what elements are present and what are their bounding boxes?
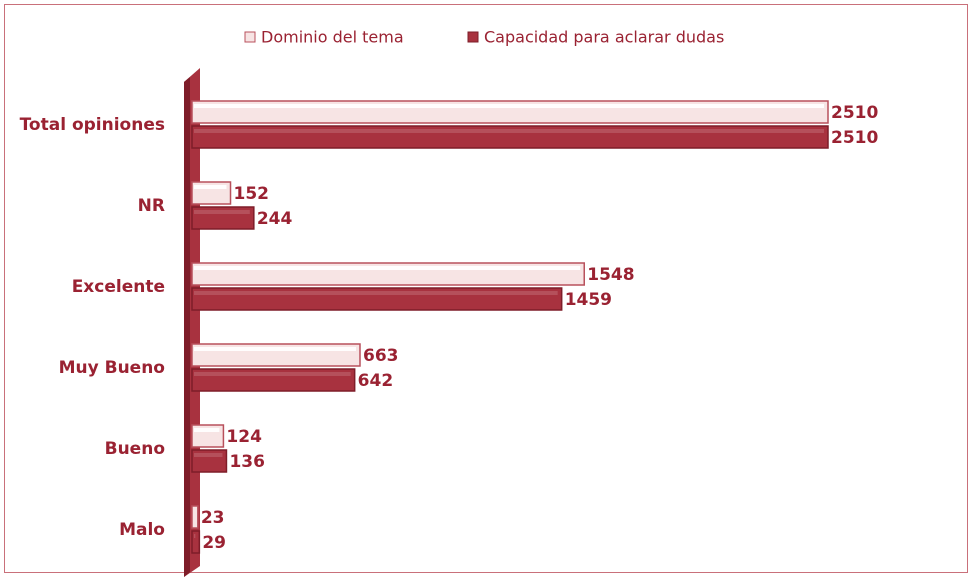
bar-highlight <box>194 129 824 133</box>
legend-label: Capacidad para aclarar dudas <box>484 28 724 47</box>
bar-highlight <box>194 185 227 189</box>
value-label: 663 <box>363 346 399 366</box>
legend-label: Dominio del tema <box>261 28 404 47</box>
legend-swatch <box>244 31 256 43</box>
bar-highlight <box>194 372 351 376</box>
bar <box>191 206 255 230</box>
value-label: 1459 <box>565 290 612 310</box>
bar <box>191 368 356 392</box>
bar <box>191 530 201 554</box>
value-label: 244 <box>257 209 293 229</box>
value-label: 152 <box>234 184 270 204</box>
bar-highlight <box>194 291 558 295</box>
bar <box>191 287 563 311</box>
value-label: 1548 <box>587 265 634 285</box>
category-label: Malo <box>119 520 165 540</box>
bar <box>191 449 228 473</box>
value-label: 2510 <box>831 128 878 148</box>
bar <box>191 125 829 149</box>
value-label: 136 <box>229 452 265 472</box>
bar-highlight <box>194 104 824 108</box>
value-label: 642 <box>358 371 394 391</box>
value-label: 23 <box>201 508 225 528</box>
bar <box>191 505 199 529</box>
bar-highlight <box>194 347 356 351</box>
bar-highlight <box>194 428 220 432</box>
bar-highlight <box>194 210 250 214</box>
value-label: 124 <box>226 427 262 447</box>
category-label: Bueno <box>105 439 165 459</box>
bar-highlight <box>194 266 581 270</box>
category-label: Muy Bueno <box>59 358 165 378</box>
category-label: Total opiniones <box>20 115 165 135</box>
bar-highlight <box>194 534 196 538</box>
value-label: 2510 <box>831 103 878 123</box>
bar-highlight <box>194 453 223 457</box>
category-label: Excelente <box>72 277 165 297</box>
axis-wall-side <box>184 77 190 577</box>
value-label: 29 <box>202 533 226 553</box>
legend-swatch <box>467 31 479 43</box>
category-label: NR <box>138 196 165 216</box>
